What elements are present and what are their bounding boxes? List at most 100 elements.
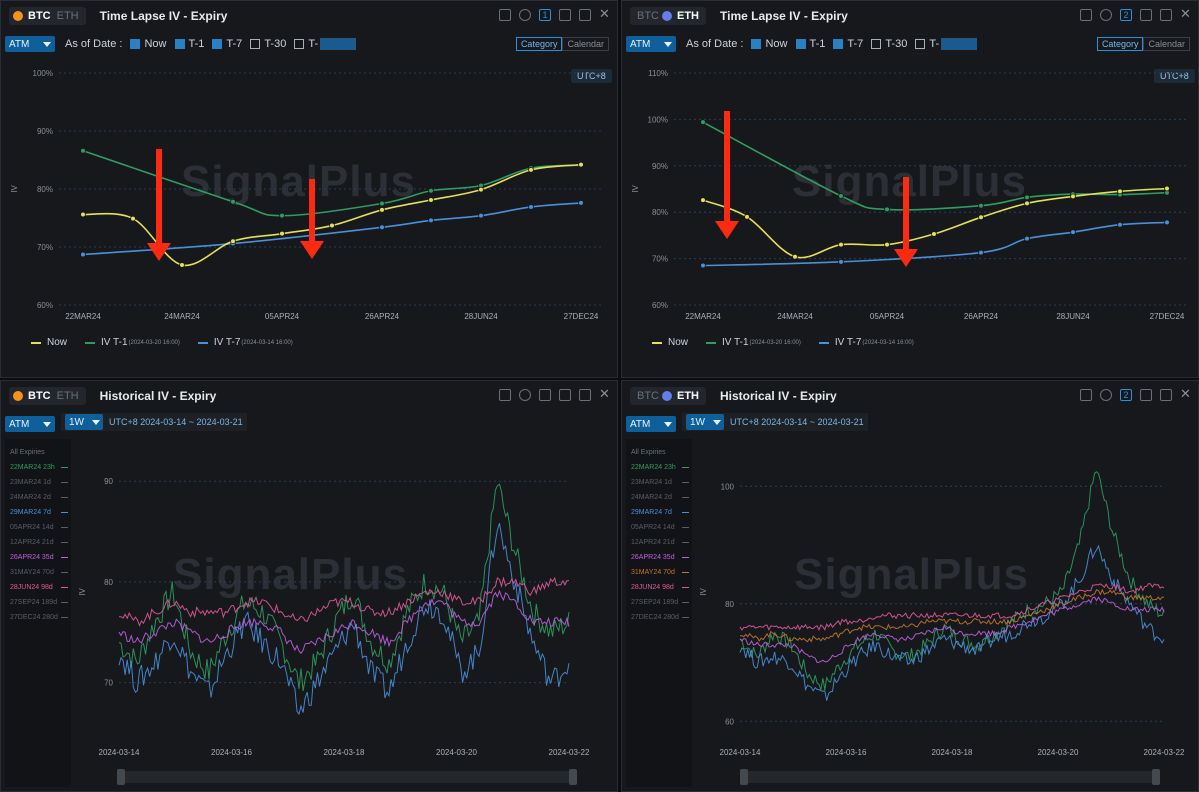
checkbox-t1[interactable]: T-1 (174, 38, 204, 50)
coin-btc[interactable]: BTC (28, 10, 51, 22)
close-icon[interactable]: ✕ (599, 6, 610, 21)
segment-calendar[interactable]: Calendar (1143, 37, 1190, 51)
expand-icon[interactable] (1160, 9, 1172, 21)
external-link-icon[interactable] (499, 9, 511, 21)
slider-handle-right[interactable] (1152, 769, 1160, 785)
expand-icon[interactable] (579, 9, 591, 21)
checkbox-t7[interactable]: T-7 (833, 38, 863, 50)
window-number-badge[interactable]: 2 (1120, 9, 1132, 21)
checkbox-box[interactable] (915, 39, 926, 49)
checkbox-now[interactable]: Now (751, 38, 788, 50)
external-link-icon[interactable] (1080, 389, 1092, 401)
expiry-item[interactable]: 27SEP24 189d (5, 595, 71, 610)
expiry-item[interactable]: 12APR24 21d (626, 535, 692, 550)
expiry-item[interactable]: 23MAR24 1d (626, 475, 692, 490)
expiry-item[interactable]: 22MAR24 23h (5, 460, 71, 475)
expiry-item[interactable]: All Expiries (5, 445, 71, 460)
slider-handle-left[interactable] (740, 769, 748, 785)
legend-item-t7[interactable]: IV T-7 (2024-03-14 16:00) (818, 337, 914, 348)
expiry-item[interactable]: 27SEP24 189d (626, 595, 692, 610)
expiry-item[interactable]: 29MAR24 7d (5, 505, 71, 520)
external-link-icon[interactable] (1080, 9, 1092, 21)
expand-icon[interactable] (1160, 389, 1172, 401)
checkbox-box[interactable] (751, 39, 762, 49)
copy-icon[interactable] (559, 389, 571, 401)
expiry-item[interactable]: 05APR24 14d (626, 520, 692, 535)
refresh-icon[interactable] (519, 9, 531, 21)
coin-toggle[interactable]: BTC ETH (9, 387, 86, 405)
legend-item-now[interactable]: Now (31, 337, 67, 348)
checkbox-t1[interactable]: T-1 (795, 38, 825, 50)
moneyness-select[interactable]: ATM (626, 36, 676, 52)
expiry-item[interactable]: 26APR24 35d (5, 550, 71, 565)
checkbox-box[interactable] (871, 39, 882, 49)
coin-eth[interactable]: ETH (677, 10, 699, 22)
segment-calendar[interactable]: Calendar (562, 37, 609, 51)
expand-icon[interactable] (579, 389, 591, 401)
coin-btc[interactable]: BTC (637, 390, 659, 402)
moneyness-select[interactable]: ATM (5, 416, 55, 432)
expiry-item[interactable]: 22MAR24 23h (626, 460, 692, 475)
legend-item-now[interactable]: Now (652, 337, 688, 348)
checkbox-box[interactable] (795, 39, 806, 49)
checkbox-box[interactable] (294, 39, 305, 49)
refresh-icon[interactable] (1100, 389, 1112, 401)
time-range-slider[interactable] (117, 769, 577, 785)
expiry-item[interactable]: 12APR24 21d (5, 535, 71, 550)
slider-handle-left[interactable] (117, 769, 125, 785)
refresh-icon[interactable] (1100, 9, 1112, 21)
coin-btc[interactable]: BTC (637, 10, 659, 22)
slider-handle-right[interactable] (569, 769, 577, 785)
coin-toggle[interactable]: BTC ETH (9, 7, 86, 25)
expiry-item[interactable]: 31MAY24 70d (626, 565, 692, 580)
checkbox-t-custom[interactable]: T- (915, 38, 978, 50)
checkbox-box[interactable] (212, 39, 223, 49)
coin-eth[interactable]: ETH (56, 10, 79, 22)
checkbox-t30[interactable]: T-30 (250, 38, 286, 50)
expiry-item[interactable]: 23MAR24 1d (5, 475, 71, 490)
expiry-item[interactable]: 26APR24 35d (626, 550, 692, 565)
legend-item-t1[interactable]: IV T-1 (2024-03-20 16:00) (706, 337, 801, 348)
copy-icon[interactable] (1140, 389, 1152, 401)
copy-icon[interactable] (1140, 9, 1152, 21)
expiry-item[interactable]: 28JUN24 98d (5, 580, 71, 595)
window-select[interactable]: 1W (65, 414, 103, 430)
expiry-item[interactable]: 27DEC24 280d (626, 610, 692, 625)
window-select[interactable]: 1W (686, 414, 724, 430)
checkbox-t30[interactable]: T-30 (871, 38, 907, 50)
expiry-item[interactable]: 24MAR24 2d (626, 490, 692, 505)
expiry-item[interactable]: 05APR24 14d (5, 520, 71, 535)
moneyness-select[interactable]: ATM (5, 36, 55, 52)
close-icon[interactable]: ✕ (1180, 386, 1191, 401)
checkbox-box[interactable] (130, 39, 141, 49)
expiry-item[interactable]: 24MAR24 2d (5, 490, 71, 505)
folder-icon[interactable] (539, 389, 551, 401)
close-icon[interactable]: ✕ (599, 386, 610, 401)
coin-btc[interactable]: BTC (28, 390, 51, 402)
external-link-icon[interactable] (499, 389, 511, 401)
segment-category[interactable]: Category (515, 37, 563, 51)
expiry-item[interactable]: All Expiries (626, 445, 692, 460)
moneyness-select[interactable]: ATM (626, 416, 676, 432)
t-custom-input[interactable] (941, 38, 978, 50)
checkbox-t-custom[interactable]: T- (294, 38, 357, 50)
copy-icon[interactable] (559, 9, 571, 21)
close-icon[interactable]: ✕ (1180, 6, 1191, 21)
checkbox-now[interactable]: Now (130, 38, 167, 50)
coin-eth[interactable]: ETH (56, 390, 79, 402)
expiry-item[interactable]: 28JUN24 98d (626, 580, 692, 595)
coin-eth[interactable]: ETH (677, 390, 699, 402)
refresh-icon[interactable] (519, 389, 531, 401)
checkbox-box[interactable] (250, 39, 261, 49)
expiry-item[interactable]: 31MAY24 70d (5, 565, 71, 580)
checkbox-box[interactable] (833, 39, 844, 49)
t-custom-input[interactable] (320, 38, 357, 50)
expiry-item[interactable]: 29MAR24 7d (626, 505, 692, 520)
segment-category[interactable]: Category (1096, 37, 1144, 51)
legend-item-t1[interactable]: IV T-1 (2024-03-20 16:00) (85, 337, 180, 348)
window-number-badge[interactable]: 2 (1120, 389, 1132, 401)
checkbox-t7[interactable]: T-7 (212, 38, 242, 50)
window-number-badge[interactable]: 1 (539, 9, 551, 21)
checkbox-box[interactable] (174, 39, 185, 49)
legend-item-t7[interactable]: IV T-7 (2024-03-14 16:00) (197, 337, 293, 348)
